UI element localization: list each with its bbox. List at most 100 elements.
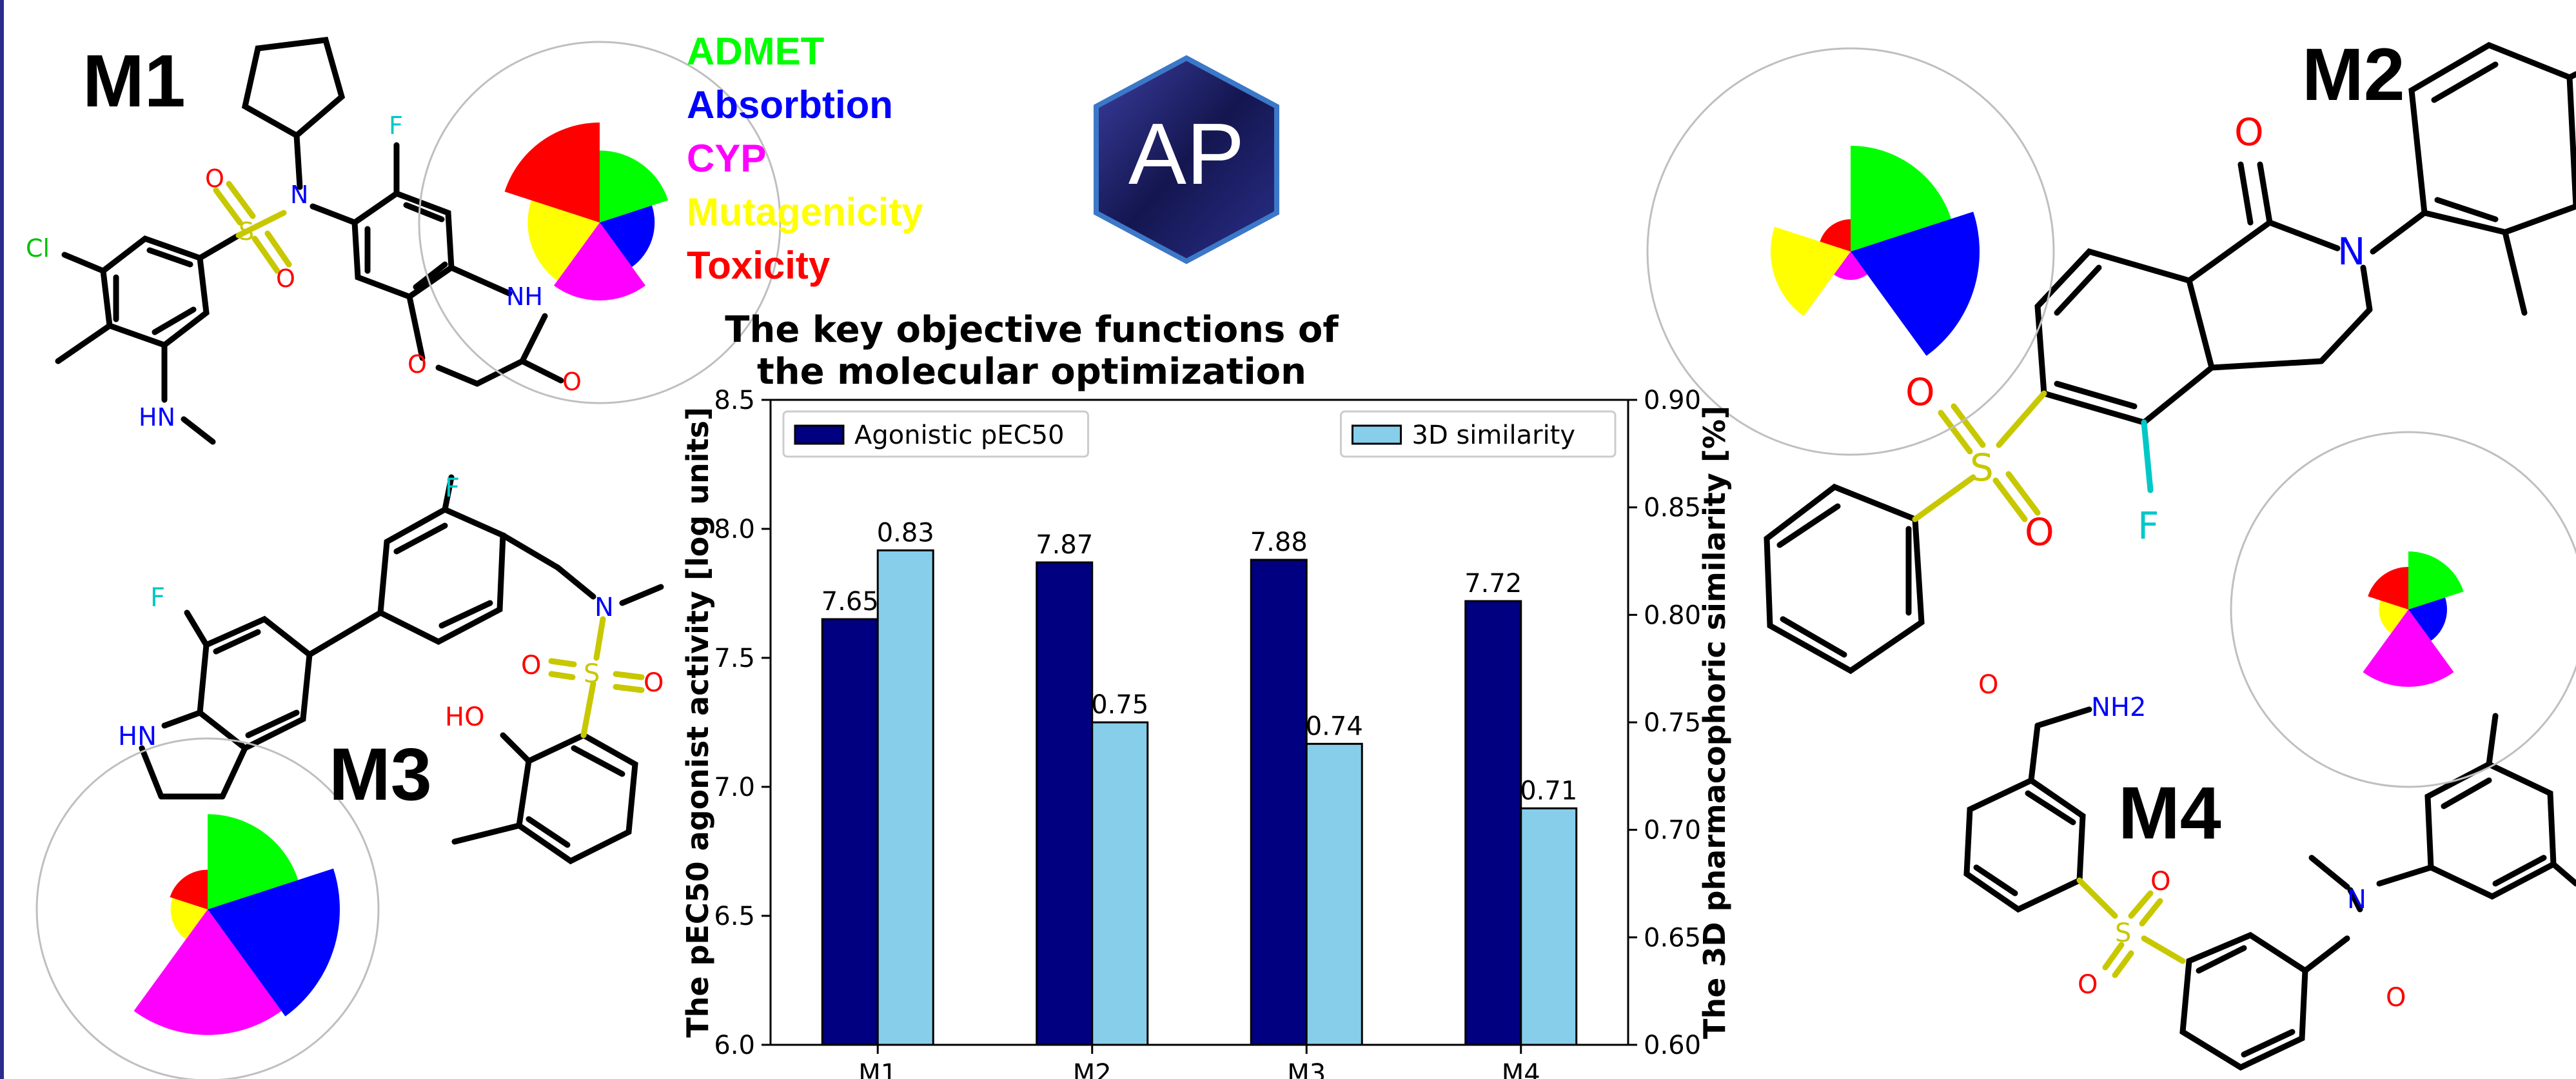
radar-wedge-admet [1851,146,1951,252]
m1-atom-nh: NH [506,282,543,311]
m4-atom-o3: O [2386,983,2406,1013]
m1-atom-o2: O [276,264,295,293]
m3-sulfonyl [548,616,645,738]
radar-wedge-admet [600,150,669,223]
molecule-label-m2: M2 [2302,34,2405,116]
bar-value-label: 7.87 [1036,530,1093,560]
radar-wedge-mutagenicity [2379,600,2408,633]
m3-atom-f1: F [150,583,165,613]
radar-wedge-admet [208,814,299,909]
radar-wedge-cyp [2363,609,2454,687]
property-legend-item-cyp: CYP [687,137,766,180]
bar-value-label: 7.88 [1250,528,1308,557]
m3-atom-labels: F F HN N S O O HO [118,473,664,751]
m2-atom-s: S [1970,446,1994,490]
m2-sulfonyl [1912,390,2047,522]
y-tick-label: 8.0 [714,515,755,544]
y2-tick-label: 0.80 [1644,600,1701,630]
y2-tick-label: 0.60 [1644,1031,1701,1060]
radar-chart-m1 [418,41,782,404]
property-legend-item-toxicity: Toxicity [687,244,831,287]
bar-similarity-m2 [1091,721,1149,1046]
y2-tick-label: 0.85 [1644,493,1701,523]
bar-value-label: 0.74 [1306,711,1363,741]
m4-atom-o: O [1978,670,1998,700]
radar-chart-m3 [35,737,380,1079]
radar-wedge-cyp [133,909,282,1035]
legend-agonistic-pec50: Agonistic pEC50 [782,410,1089,458]
logo-hexagon [1094,55,1279,264]
legend-frame [782,410,1089,458]
bar-similarity-m1 [876,549,934,1046]
x-tick-label: M4 [1502,1059,1540,1079]
radar-wedge-mutagenicity [527,200,600,281]
m2-atom-o1: O [1905,370,1935,414]
m2-atom-o2: O [2025,510,2054,554]
radar-outline-circle [35,737,380,1079]
legend-label: Agonistic pEC50 [854,421,1065,450]
m4-atom-s: S [2115,918,2131,948]
m3-atom-hn: HN [118,722,157,751]
m4-atom-nh2: NH2 [2091,693,2146,722]
property-legend-item-mutagenicity: Mutagenicity [687,190,923,233]
x-tick-label: M2 [1073,1059,1112,1079]
bar-value-label: 0.83 [877,518,934,548]
bar-pec50-m2 [1036,561,1094,1046]
radar-wedge-mutagenicity [1770,226,1851,317]
property-radar-charts [35,41,2576,1079]
y2-tick-label: 0.75 [1644,708,1701,738]
y-axis-label: The pEC50 agonist activity [log units] [680,407,715,1038]
y2-tick-label: 0.70 [1644,816,1701,846]
m2-atom-labels: O N S O O F [1905,110,2365,554]
legend-label: 3D similarity [1412,421,1576,450]
property-legend-item-absorbtion: Absorbtion [687,83,893,126]
radar-wedge-absorbtion [2408,597,2448,641]
y-tick-label: 6.0 [714,1031,755,1060]
radar-wedge-toxicity [2368,567,2408,609]
m1-atom-o1: O [205,164,224,193]
m4-structure [1963,706,2576,1071]
radar-wedge-toxicity [504,123,600,223]
bar-pec50-m1 [821,618,879,1046]
radar-outline-circle [2230,431,2576,788]
radar-wedge-toxicity [1820,219,1851,252]
bar-chart: The key objective functions of the molec… [680,309,1732,1079]
radar-wedge-cyp [553,223,646,301]
y-tick-label: 6.5 [714,902,755,931]
ap-logo: AP [1094,55,1279,264]
radar-chart-m2 [1646,47,2055,456]
m1-atom-o-keto: O [562,368,582,396]
radar-wedge-absorbtion [208,868,340,1016]
legend-swatch [1352,424,1402,445]
property-legend-item-admet: ADMET [687,30,824,73]
bar-pec50-m3 [1250,559,1308,1046]
molecule-label-m1: M1 [83,40,186,123]
m4-atom-labels: O NH2 S O O N O [1978,670,2406,1013]
legend-3d-similarity: 3D similarity [1340,410,1617,458]
m1-sulfonyl [213,181,292,274]
radar-outline-circle [418,41,782,404]
m3-atom-s: S [584,659,600,689]
y-tick-label: 8.5 [714,386,755,415]
left-border [0,0,4,1079]
legend-frame [1340,410,1617,458]
m1-structure [55,37,564,445]
y2-axis-label: The 3D pharmacophoric similarity [%] [1697,406,1732,1039]
m1-atom-hn: HN [139,403,175,431]
radar-wedge-toxicity [170,869,208,909]
m1-atom-f: F [389,112,403,140]
m2-atom-f: F [2138,504,2159,548]
m4-atom-o1: O [2150,867,2170,896]
m2-atom-o: O [2234,110,2264,154]
y-tick-label: 7.5 [714,644,755,673]
y2-tick-label: 0.65 [1644,923,1701,953]
m3-atom-o1: O [521,651,541,680]
bar-value-label: 0.71 [1520,776,1577,806]
radar-wedge-absorbtion [600,205,655,267]
bar-value-label: 7.65 [821,587,879,617]
x-tick-label: M3 [1287,1059,1326,1079]
chart-title-line-2: the molecular optimization [757,351,1306,393]
radar-wedge-admet [2408,551,2464,609]
logo-text: AP [1128,105,1244,203]
